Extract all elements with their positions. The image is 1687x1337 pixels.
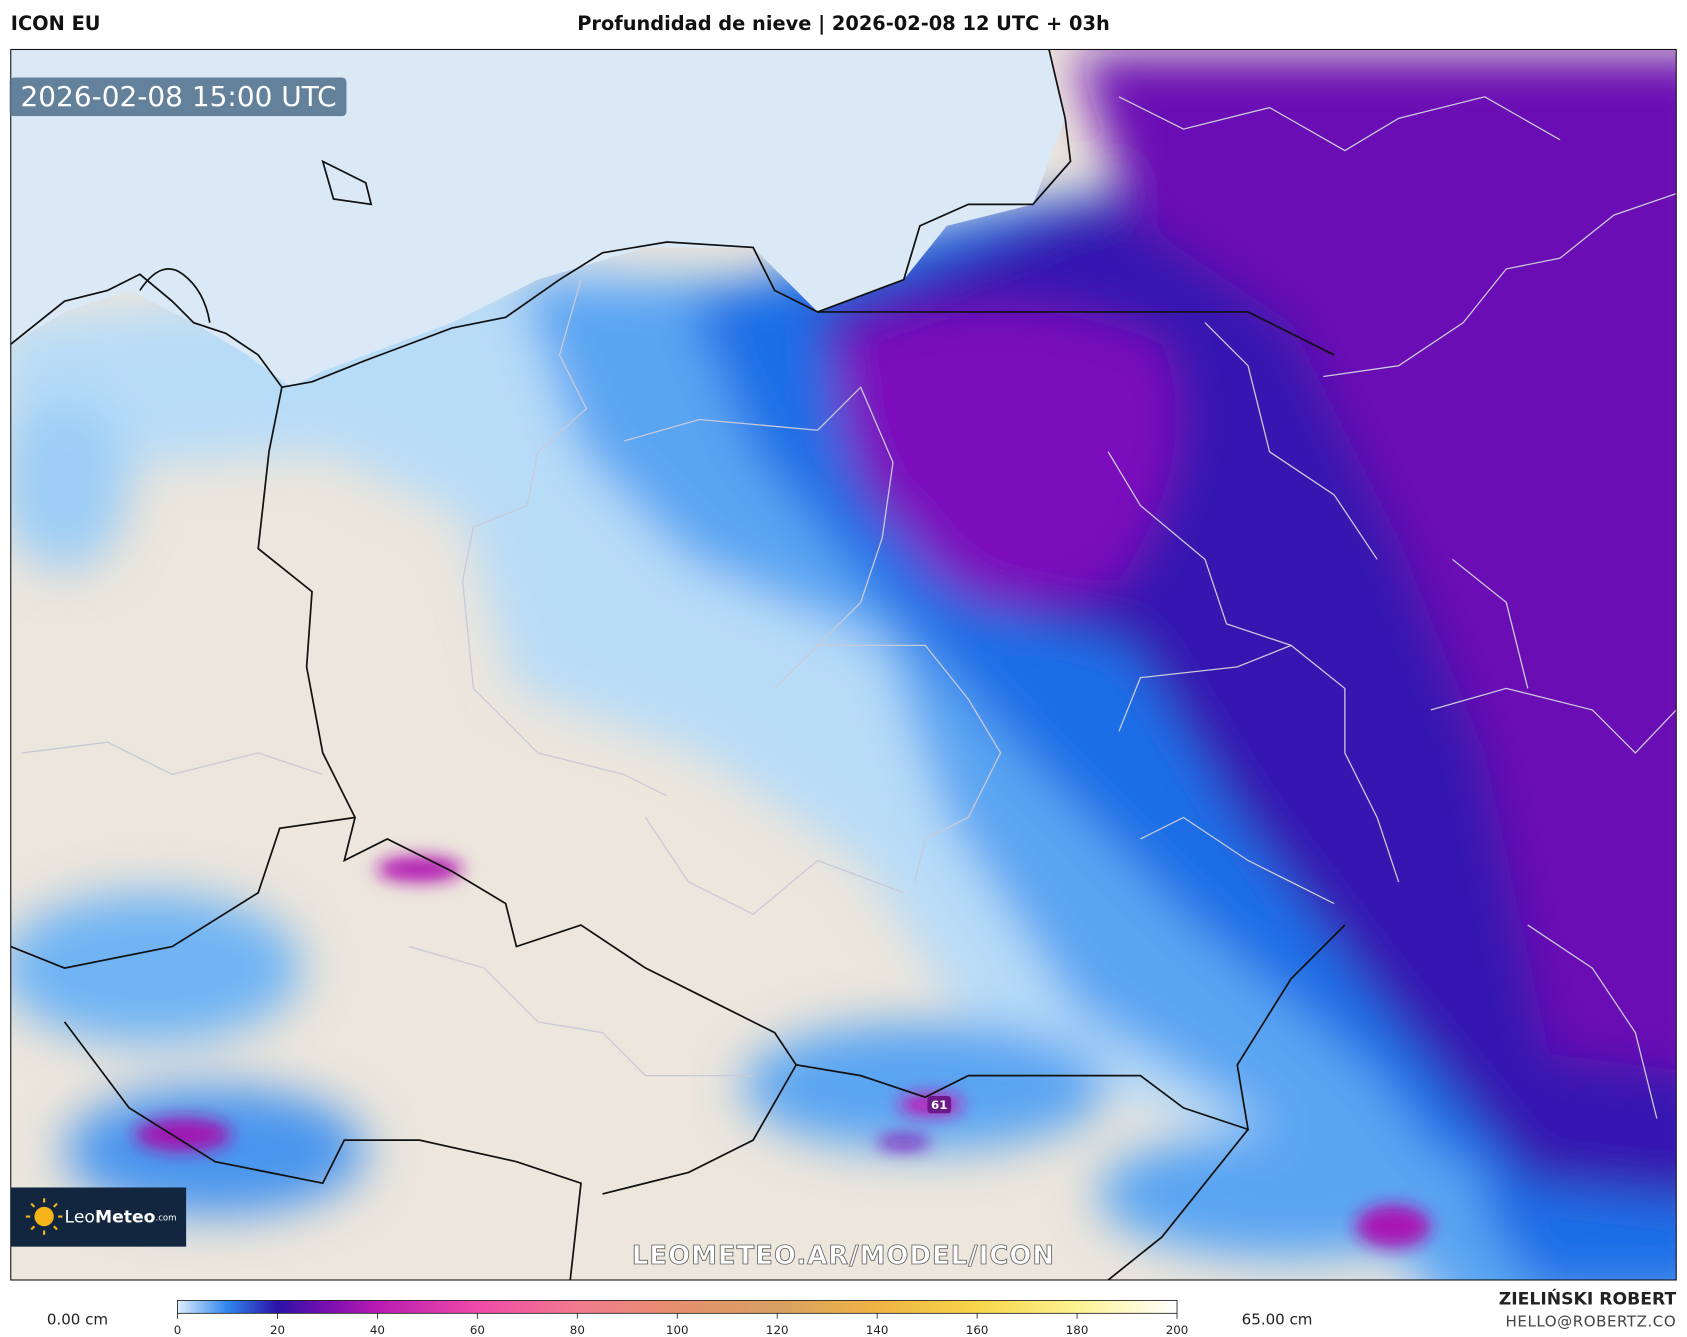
sea bbox=[10, 49, 1066, 388]
map bbox=[10, 49, 1677, 1280]
colorbar-tick-label: 60 bbox=[470, 1323, 485, 1337]
colorbar-tick-label: 200 bbox=[1166, 1323, 1189, 1337]
author: ZIELIŃSKI ROBERT bbox=[1499, 1287, 1677, 1309]
colorbar-tick-label: 180 bbox=[1066, 1323, 1089, 1337]
email: HELLO@ROBERTZ.CO bbox=[1506, 1312, 1677, 1330]
map-title: Profundidad de nieve | 2026-02-08 12 UTC… bbox=[577, 12, 1109, 35]
colorbar-tick-label: 100 bbox=[666, 1323, 689, 1337]
colorbar-tick-label: 40 bbox=[370, 1323, 385, 1337]
colorbar-max: 65.00 cm bbox=[1242, 1310, 1313, 1328]
point-label-box bbox=[927, 1096, 952, 1114]
colorbar-tick-label: 160 bbox=[966, 1323, 989, 1337]
coastline bbox=[10, 49, 1072, 389]
colorbar-tick-label: 120 bbox=[766, 1323, 789, 1337]
colorbar bbox=[177, 1299, 1178, 1314]
logo-suffix: .com bbox=[155, 1213, 176, 1223]
logo: LeoMeteo.com bbox=[10, 1187, 187, 1247]
logo-text: LeoMeteo.com bbox=[65, 1208, 177, 1228]
national-borders bbox=[10, 311, 1346, 1280]
snow-field bbox=[10, 53, 1677, 1280]
colorbar-tick-label: 80 bbox=[570, 1323, 585, 1337]
colorbar-ticks: 0 20 40 60 80 100 120 140 160 180 200 bbox=[174, 1313, 1189, 1337]
colorbar-tick-label: 20 bbox=[270, 1323, 285, 1337]
timestamp-box bbox=[9, 77, 347, 117]
timestamp: 2026-02-08 15:00 UTC bbox=[20, 80, 336, 113]
point-label: 61 bbox=[931, 1098, 947, 1112]
logo-bold: Meteo bbox=[95, 1208, 156, 1228]
colorbar-min: 0.00 cm bbox=[47, 1310, 108, 1328]
watermark: LEOMETEO.AR/MODEL/ICON bbox=[632, 1241, 1055, 1271]
logo-sun bbox=[34, 1206, 54, 1227]
colorbar-tick-label: 140 bbox=[866, 1323, 889, 1337]
colorbar-tick-label: 0 bbox=[174, 1323, 182, 1337]
model-name: ICON EU bbox=[11, 12, 101, 35]
logo-light: Leo bbox=[65, 1208, 95, 1228]
map-frame bbox=[10, 48, 1677, 1281]
regional-borders bbox=[21, 96, 1677, 1119]
logo-rays bbox=[25, 1198, 63, 1235]
